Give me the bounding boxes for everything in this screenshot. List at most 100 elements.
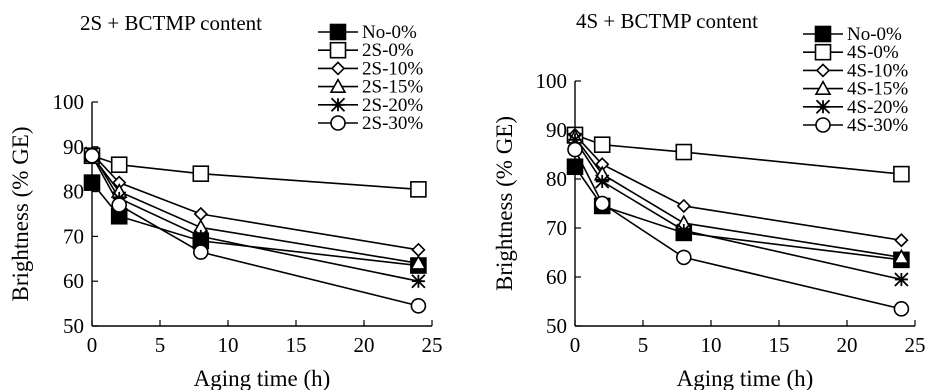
legend-label: 2S-10% xyxy=(362,58,423,79)
marker-diamond-open xyxy=(193,206,208,222)
x-tick-label: 25 xyxy=(422,333,443,357)
x-tick-label: 0 xyxy=(570,333,581,357)
marker-circle-open xyxy=(84,147,100,164)
legend-item: 4S-10% xyxy=(803,60,908,81)
series-line-2S-10% xyxy=(91,152,419,251)
y-tick-label: 60 xyxy=(546,265,567,289)
legend-item: No-0% xyxy=(803,24,902,45)
x-tick-label: 5 xyxy=(155,333,166,357)
legend-label: No-0% xyxy=(362,22,417,43)
series-line-4S-20% xyxy=(574,139,902,281)
marker-square-open xyxy=(675,143,693,161)
legend-label: 2S-30% xyxy=(362,113,423,134)
x-tick-label: 25 xyxy=(905,333,926,357)
y-tick-label: 50 xyxy=(63,314,84,338)
legend-item: 4S-15% xyxy=(803,79,908,100)
series-points-2S-20% xyxy=(84,146,426,289)
x-tick-label: 15 xyxy=(769,333,790,357)
marker-triangle-open xyxy=(410,254,427,270)
series-points-4S-20% xyxy=(567,132,909,287)
y-tick-label: 70 xyxy=(546,216,567,240)
x-tick-label: 10 xyxy=(218,333,239,357)
marker-asterisk xyxy=(411,274,426,289)
y-tick-label: 50 xyxy=(546,314,567,338)
marker-square-filled xyxy=(83,174,101,191)
y-axis-label: Brightness (% GE) xyxy=(492,116,517,291)
marker-triangle-open xyxy=(329,77,347,93)
legend-item: 4S-20% xyxy=(803,97,908,118)
x-tick-label: 5 xyxy=(638,333,649,357)
legend-label: 2S-20% xyxy=(362,95,423,116)
marker-circle-open xyxy=(815,117,831,133)
legend: No-0%4S-0%4S-10%4S-15%4S-20%4S-30% xyxy=(803,24,908,136)
chart-panel-4s: 4S + BCTMP content Aging time (h) Bright… xyxy=(492,9,926,390)
marker-square-open xyxy=(329,41,347,59)
legend-item: 2S-10% xyxy=(318,58,423,79)
legend: No-0%2S-0%2S-10%2S-15%2S-20%2S-30% xyxy=(318,22,423,134)
series-line-2S-20% xyxy=(91,153,419,282)
y-tick-label: 60 xyxy=(63,269,84,293)
marker-circle-open xyxy=(330,115,346,131)
legend-item: 2S-15% xyxy=(318,77,423,98)
chart-title: 2S + BCTMP content xyxy=(80,11,262,35)
marker-circle-open xyxy=(594,195,611,212)
legend-label: 4S-20% xyxy=(847,97,908,118)
x-tick-label: 15 xyxy=(286,333,307,357)
y-tick-label: 100 xyxy=(536,69,568,93)
y-tick-label: 100 xyxy=(53,90,85,114)
y-tick-label: 80 xyxy=(63,180,84,204)
marker-circle-open xyxy=(567,141,583,158)
marker-asterisk xyxy=(330,97,346,112)
marker-square-filled xyxy=(329,23,347,41)
marker-square-open xyxy=(593,136,611,153)
legend-item: 2S-30% xyxy=(318,113,423,134)
marker-circle-open xyxy=(193,244,209,260)
marker-diamond-open xyxy=(330,61,346,76)
marker-diamond-open xyxy=(676,198,691,214)
series-points-4S-30% xyxy=(567,141,910,317)
legend-label: 4S-0% xyxy=(847,42,899,63)
marker-square-filled xyxy=(814,25,832,43)
marker-square-filled xyxy=(566,158,584,176)
y-tick-label: 70 xyxy=(63,224,84,248)
marker-circle-open xyxy=(410,298,427,314)
series-line-2S-15% xyxy=(91,155,419,265)
x-tick-label: 20 xyxy=(837,333,858,357)
x-axis-label: Aging time (h) xyxy=(677,366,814,390)
series-points-2S-30% xyxy=(84,147,427,314)
legend-item: 4S-30% xyxy=(803,115,908,136)
series-points-2S-10% xyxy=(84,146,426,257)
series-line-4S-15% xyxy=(574,136,902,259)
marker-circle-open xyxy=(111,197,127,213)
chart-title: 4S + BCTMP content xyxy=(576,9,758,33)
series-line-4S-10% xyxy=(574,134,902,242)
marker-square-open xyxy=(814,43,832,61)
legend-item: No-0% xyxy=(318,22,417,43)
y-tick-label: 90 xyxy=(63,135,84,159)
legend-label: 4S-10% xyxy=(847,60,908,81)
marker-circle-open xyxy=(893,301,910,317)
marker-square-open xyxy=(410,181,427,198)
marker-square-open xyxy=(110,156,128,174)
marker-square-open xyxy=(893,165,910,183)
marker-asterisk xyxy=(595,174,610,189)
marker-diamond-open xyxy=(411,242,426,257)
marker-asterisk xyxy=(815,99,831,114)
marker-diamond-open xyxy=(894,233,909,248)
legend-label: 2S-15% xyxy=(362,77,423,98)
legend-label: No-0% xyxy=(847,24,902,45)
x-tick-label: 20 xyxy=(354,333,375,357)
marker-asterisk xyxy=(676,223,691,238)
legend-label: 2S-0% xyxy=(362,40,414,61)
marker-asterisk xyxy=(193,229,208,244)
series-line-No-0% xyxy=(574,166,902,261)
x-tick-label: 10 xyxy=(701,333,722,357)
x-axis-label: Aging time (h) xyxy=(194,366,331,390)
y-tick-label: 90 xyxy=(546,118,567,142)
series-line-4S-0% xyxy=(574,134,902,175)
y-tick-label: 80 xyxy=(546,167,567,191)
marker-triangle-open xyxy=(814,79,832,95)
x-tick-label: 0 xyxy=(87,333,98,357)
legend-item: 2S-0% xyxy=(318,40,414,61)
